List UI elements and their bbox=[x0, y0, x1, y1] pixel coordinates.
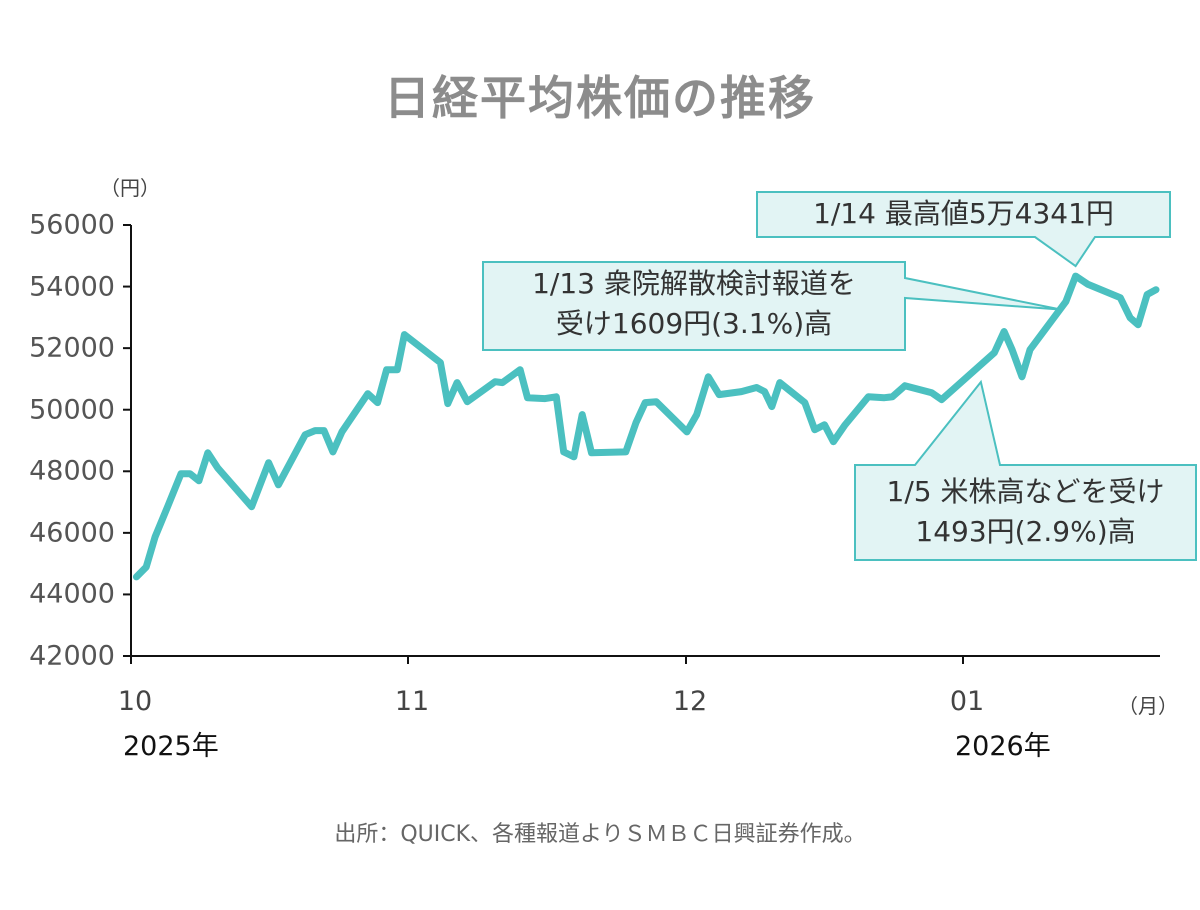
y-tick-label: 48000 bbox=[29, 455, 115, 487]
x-tick-label: 01 bbox=[949, 686, 985, 717]
callout-box bbox=[854, 379, 1197, 561]
y-tick-label: 46000 bbox=[29, 517, 115, 549]
annotation-record-high: 1/14 最高値5万4341円 bbox=[757, 194, 1170, 234]
annotation-dissolution-report: 1/13 衆院解散検討報道を 受け1609円(3.1%)高 bbox=[483, 264, 905, 344]
x-tick-label: 12 bbox=[672, 686, 708, 717]
x-tick-label: 10 bbox=[117, 686, 153, 717]
annotation-line: 1493円(2.9%)高 bbox=[915, 515, 1136, 548]
y-tick-label: 50000 bbox=[29, 394, 115, 426]
x-tick-label: 11 bbox=[394, 686, 430, 717]
y-tick-label: 42000 bbox=[29, 640, 115, 672]
chart-title: 日経平均株価の推移 bbox=[384, 71, 816, 125]
y-tick-label: 44000 bbox=[29, 578, 115, 610]
y-axis-unit: （円） bbox=[100, 176, 160, 200]
annotation-line: 1/5 米株高などを受け bbox=[886, 475, 1165, 508]
y-tick-label: 56000 bbox=[29, 209, 115, 241]
y-tick-label: 54000 bbox=[29, 271, 115, 303]
annotation-line: 受け1609円(3.1%)高 bbox=[555, 307, 833, 340]
callout-box bbox=[482, 261, 1062, 351]
x-axis-unit: （月） bbox=[1118, 694, 1178, 718]
annotation-us-stocks: 1/5 米株高などを受け 1493円(2.9%)高 bbox=[855, 472, 1196, 552]
x-year-label: 2026年 bbox=[955, 731, 1051, 762]
annotation-line: 1/13 衆院解散検討報道を bbox=[532, 267, 856, 300]
y-tick-label: 52000 bbox=[29, 332, 115, 364]
source-note: 出所：QUICK、各種報道よりＳＭＢＣ日興証券作成。 bbox=[334, 822, 866, 847]
callout-box bbox=[756, 191, 1171, 268]
annotation-line: 1/14 最高値5万4341円 bbox=[813, 197, 1114, 230]
x-year-label: 2025年 bbox=[123, 731, 219, 762]
